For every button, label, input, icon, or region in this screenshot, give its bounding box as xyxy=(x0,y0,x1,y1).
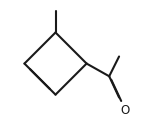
Text: O: O xyxy=(120,105,130,117)
